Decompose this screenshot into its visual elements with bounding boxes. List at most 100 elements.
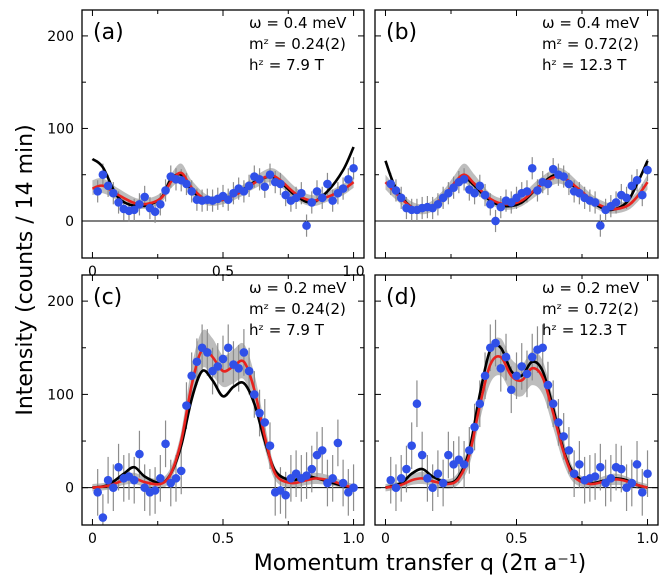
data-point (244, 181, 254, 191)
y-tick-label: 200 (47, 294, 74, 310)
data-point (260, 182, 270, 192)
data-point (590, 198, 600, 207)
panel-label: (b) (386, 20, 417, 45)
data-point (632, 460, 642, 469)
panel-annotation: hᶻ = 7.9 T (249, 56, 325, 74)
data-point (564, 179, 574, 189)
data-point (338, 184, 348, 193)
data-point (338, 478, 348, 488)
data-point (333, 438, 343, 448)
data-point (643, 165, 652, 175)
data-point (391, 483, 401, 492)
data-point (171, 474, 181, 483)
data-point (527, 352, 537, 362)
data-point (176, 466, 186, 476)
data-point (496, 202, 506, 212)
panel-annotation: ω = 0.4 meV (249, 14, 347, 32)
data-point (428, 483, 437, 492)
panel-d: 0 0.5 1.0 (d) ω = 0.2 meV mᶻ = 0.72(2) hᶻ = 12… (374, 274, 659, 547)
data-point (317, 446, 327, 455)
panel-annotation: ω = 0.2 meV (249, 279, 347, 297)
panel-annotation: ω = 0.4 meV (542, 14, 640, 32)
data-point (203, 348, 212, 357)
data-point (250, 390, 259, 399)
data-point (417, 450, 427, 460)
data-point (109, 483, 118, 492)
data-point (627, 478, 637, 488)
data-point (480, 190, 490, 200)
data-point (297, 188, 306, 198)
data-point (265, 170, 275, 180)
data-point (622, 193, 631, 203)
data-point (255, 408, 264, 418)
data-point (281, 190, 290, 200)
data-point (444, 450, 453, 460)
plot-area (82, 324, 364, 525)
y-tick-label: 100 (47, 387, 74, 403)
panel-annotation: mᶻ = 0.24(2) (249, 300, 346, 318)
data-point (548, 399, 558, 409)
data-point (302, 221, 311, 230)
y-axis-title: Intensity (counts / 14 min) (13, 124, 38, 415)
data-point (156, 200, 165, 209)
data-point (575, 460, 584, 469)
data-point (161, 439, 170, 449)
data-point (491, 216, 500, 226)
data-point (150, 207, 160, 217)
data-point (444, 188, 453, 198)
data-point (307, 198, 317, 207)
panel-annotation: hᶻ = 7.9 T (249, 321, 325, 339)
data-point (156, 474, 165, 483)
data-point (234, 363, 243, 373)
data-point (522, 187, 532, 196)
data-point (129, 205, 139, 215)
panel-b: (b) ω = 0.4 meV mᶻ = 0.72(2) hᶻ = 12.3 T (374, 9, 659, 259)
data-point (265, 441, 275, 451)
panel-annotation: ω = 0.2 meV (542, 279, 640, 297)
data-point (103, 475, 113, 485)
data-point (533, 186, 542, 195)
data-point (98, 513, 108, 522)
data-point (182, 179, 191, 189)
data-point (522, 369, 532, 379)
data-point (135, 449, 144, 459)
data-point (328, 196, 337, 205)
panel-annotation: mᶻ = 0.72(2) (542, 35, 639, 53)
data-point (386, 475, 396, 485)
panel-annotation: hᶻ = 12.3 T (542, 321, 627, 339)
data-point (470, 188, 479, 198)
data-point (606, 474, 616, 483)
data-point (344, 175, 353, 184)
data-point (129, 475, 139, 485)
panel-label: (d) (386, 285, 417, 310)
panel-annotation: hᶻ = 12.3 T (542, 56, 627, 74)
data-point (643, 469, 652, 478)
data-point (187, 187, 196, 196)
data-point (317, 193, 327, 203)
data-point (307, 464, 317, 474)
data-point (637, 190, 647, 200)
x-tick-label: 0.5 (212, 264, 234, 280)
data-point (244, 366, 254, 376)
data-point (543, 380, 553, 390)
data-point (412, 399, 422, 409)
data-point (276, 179, 285, 189)
data-point (627, 181, 637, 191)
data-point (527, 163, 537, 173)
y-tick-label: 0 (65, 214, 74, 230)
x-axis-title: Momentum transfer q (2π a⁻¹) (254, 551, 587, 576)
data-point (223, 343, 233, 353)
data-point (182, 401, 191, 410)
data-point (281, 490, 290, 500)
data-point (239, 187, 249, 196)
y-tick-label: 200 (47, 29, 74, 45)
x-tick-label: 0.5 (505, 531, 527, 547)
data-point (543, 179, 553, 189)
data-point (114, 198, 123, 207)
data-point (637, 488, 647, 497)
x-tick-label: 1.0 (636, 531, 658, 547)
data-point (438, 478, 448, 488)
data-point (396, 193, 406, 203)
data-point (433, 200, 443, 209)
